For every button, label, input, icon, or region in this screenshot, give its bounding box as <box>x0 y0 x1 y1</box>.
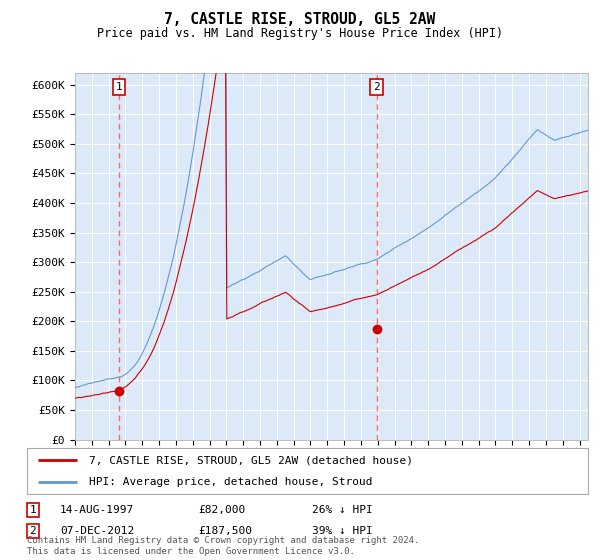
Text: 26% ↓ HPI: 26% ↓ HPI <box>312 505 373 515</box>
Text: 7, CASTLE RISE, STROUD, GL5 2AW: 7, CASTLE RISE, STROUD, GL5 2AW <box>164 12 436 27</box>
Text: 1: 1 <box>116 82 122 92</box>
Text: Price paid vs. HM Land Registry's House Price Index (HPI): Price paid vs. HM Land Registry's House … <box>97 27 503 40</box>
Text: HPI: Average price, detached house, Stroud: HPI: Average price, detached house, Stro… <box>89 477 372 487</box>
Text: 2: 2 <box>29 526 37 536</box>
Text: 39% ↓ HPI: 39% ↓ HPI <box>312 526 373 536</box>
Point <box>114 386 124 395</box>
Text: Contains HM Land Registry data © Crown copyright and database right 2024.
This d: Contains HM Land Registry data © Crown c… <box>27 536 419 556</box>
Text: £82,000: £82,000 <box>198 505 245 515</box>
Text: 7, CASTLE RISE, STROUD, GL5 2AW (detached house): 7, CASTLE RISE, STROUD, GL5 2AW (detache… <box>89 455 413 465</box>
Text: 14-AUG-1997: 14-AUG-1997 <box>60 505 134 515</box>
Text: 1: 1 <box>29 505 37 515</box>
Text: 07-DEC-2012: 07-DEC-2012 <box>60 526 134 536</box>
Text: £187,500: £187,500 <box>198 526 252 536</box>
Text: 2: 2 <box>373 82 380 92</box>
Point <box>372 324 382 333</box>
